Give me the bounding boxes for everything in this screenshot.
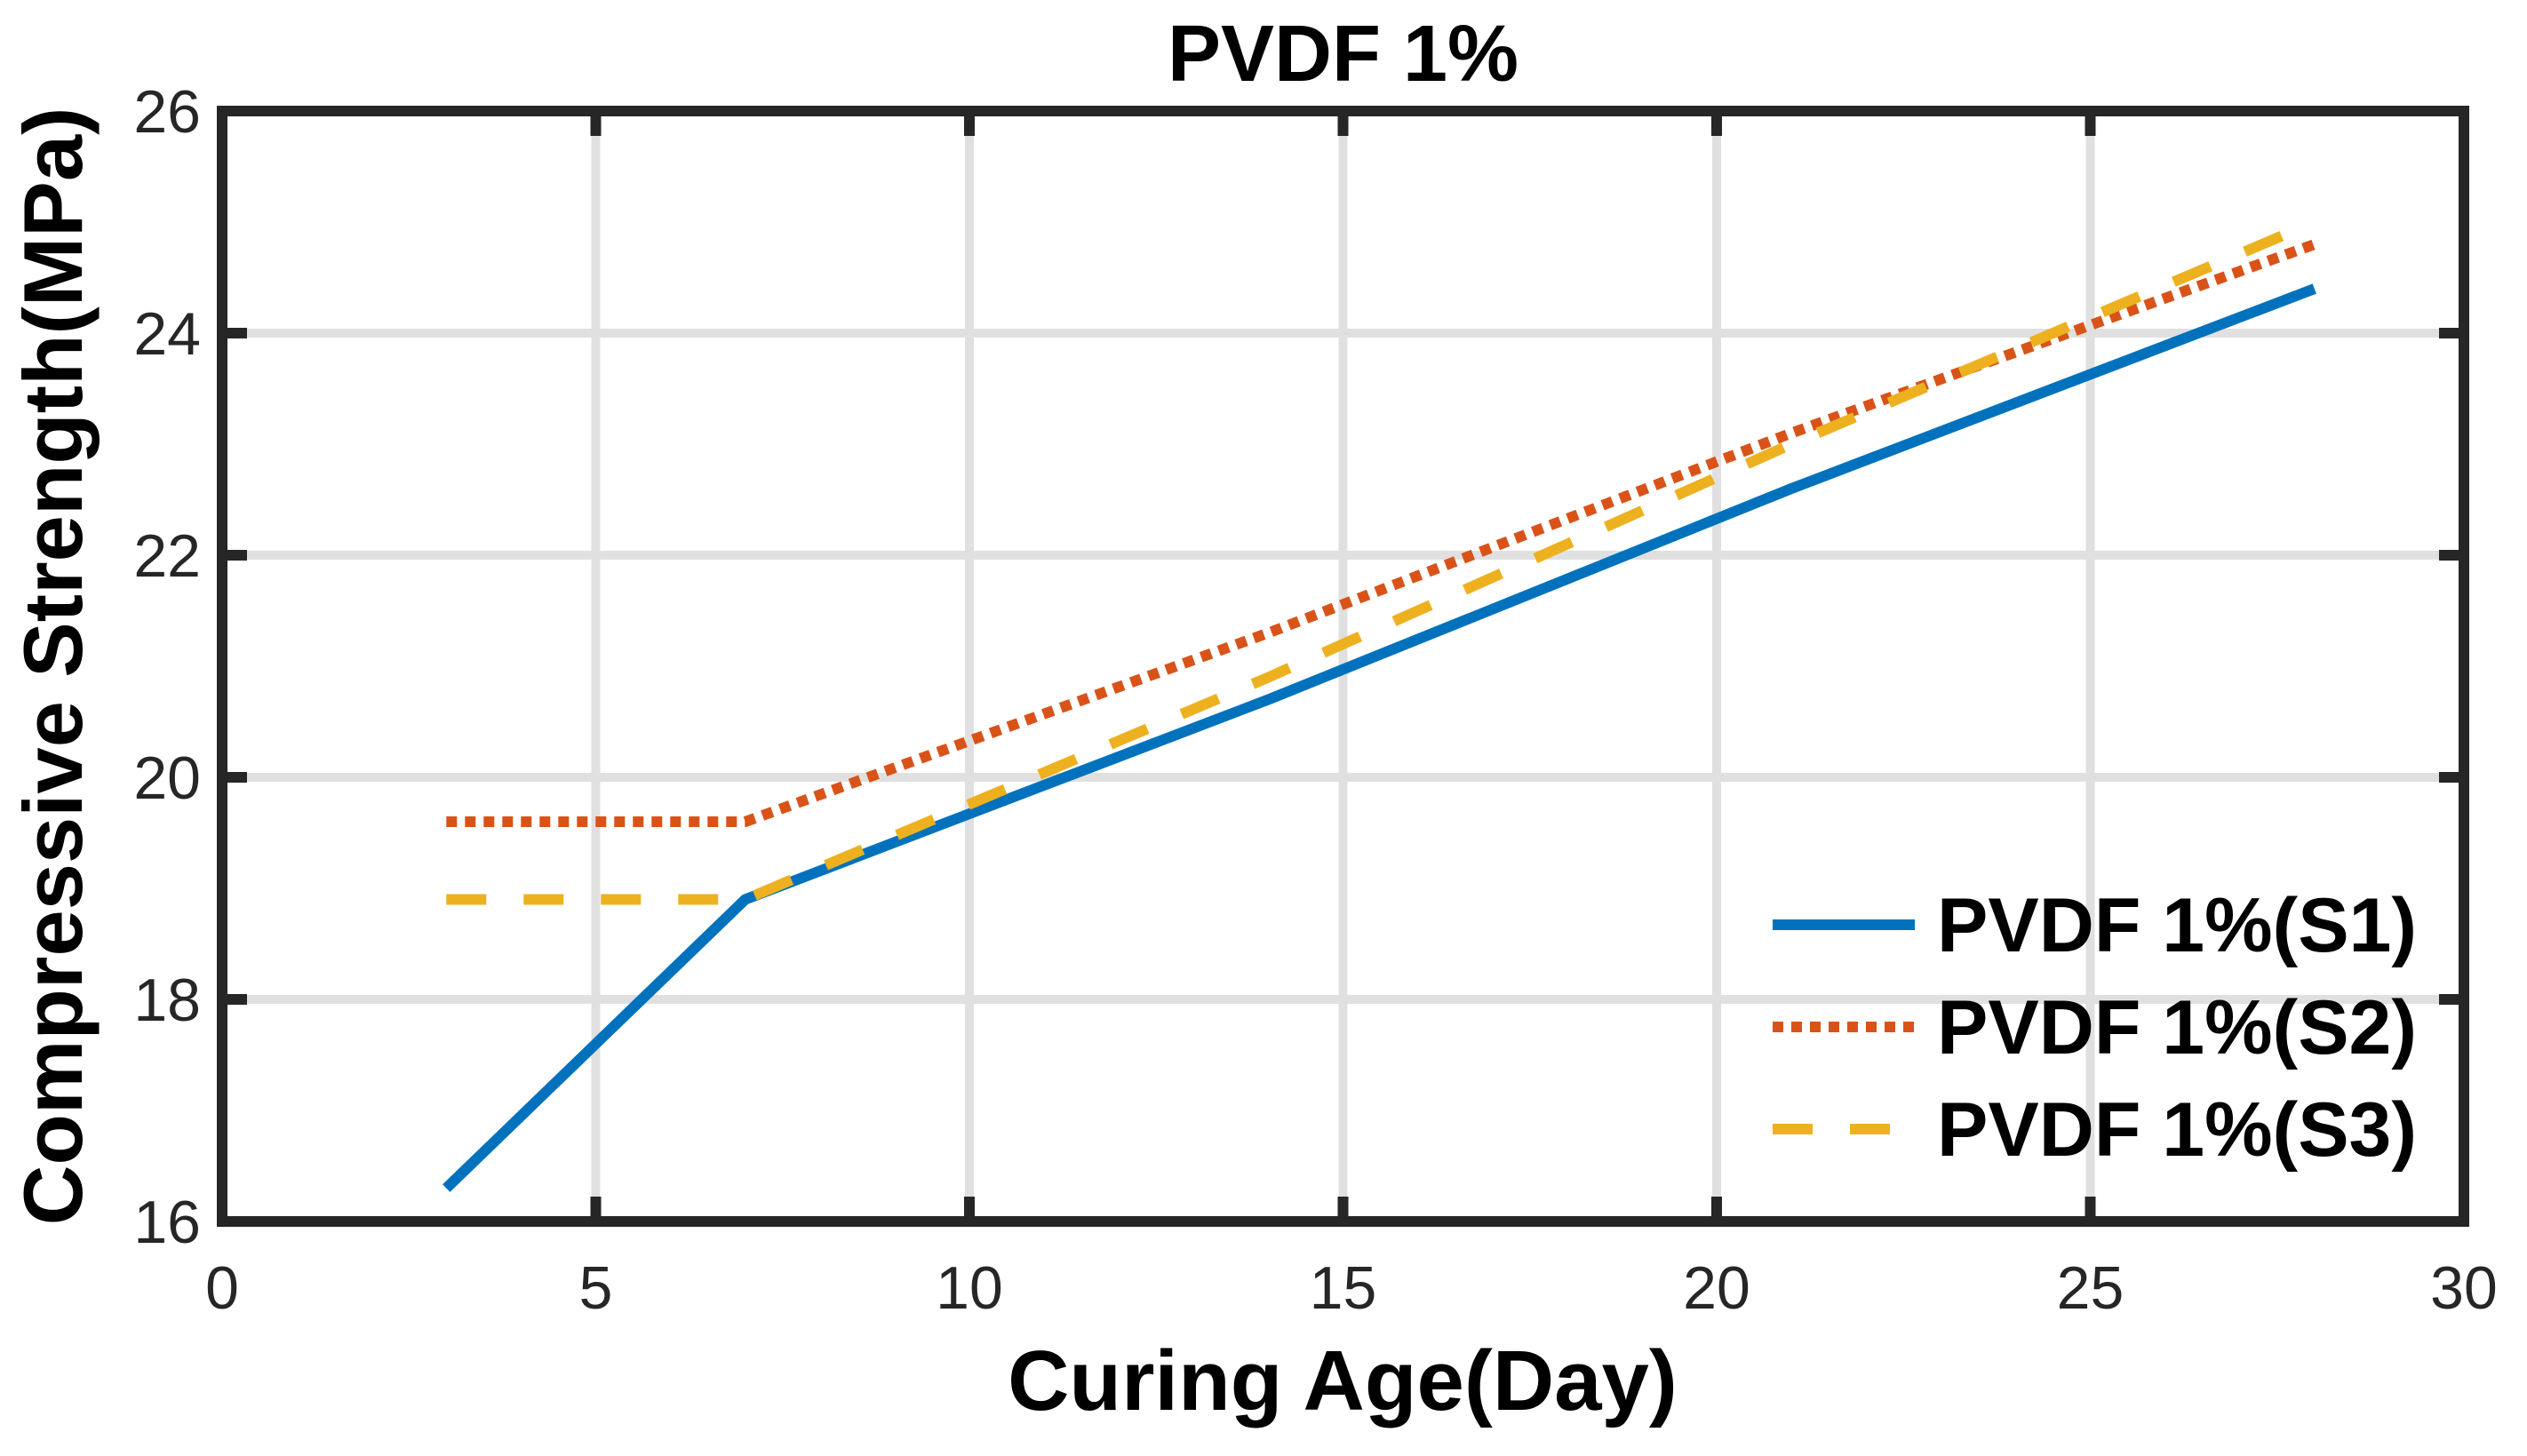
- x-tick-label-25: 25: [2057, 1254, 2124, 1322]
- series-line-s3: [446, 217, 2317, 905]
- x-tick-label-0: 0: [205, 1254, 239, 1322]
- x-tick-label-20: 20: [1683, 1254, 1750, 1322]
- y-tick-label-22: 22: [133, 522, 201, 590]
- y-tick-label-20: 20: [133, 744, 201, 812]
- y-tick-label-24: 24: [133, 300, 201, 368]
- series-line-s1: [442, 283, 2316, 1192]
- y-tick-label-16: 16: [133, 1189, 201, 1256]
- y-tick-label-18: 18: [133, 967, 201, 1034]
- x-tick-label-30: 30: [2430, 1254, 2498, 1322]
- y-axis-label: Compressive Strength(MPa): [6, 107, 100, 1226]
- y-tick-label-26: 26: [133, 78, 201, 146]
- legend-label-s3: PVDF 1%(S3): [1937, 1087, 2417, 1173]
- legend-label-s2: PVDF 1%(S2): [1937, 985, 2417, 1070]
- x-axis-label: Curing Age(Day): [1008, 1333, 1678, 1428]
- x-tick-label-15: 15: [1310, 1254, 1377, 1322]
- x-tick-label-5: 5: [579, 1254, 613, 1322]
- legend-label-s1: PVDF 1%(S1): [1937, 883, 2417, 968]
- chart-title: PVDF 1%: [1167, 10, 1519, 99]
- x-tick-label-10: 10: [936, 1254, 1003, 1322]
